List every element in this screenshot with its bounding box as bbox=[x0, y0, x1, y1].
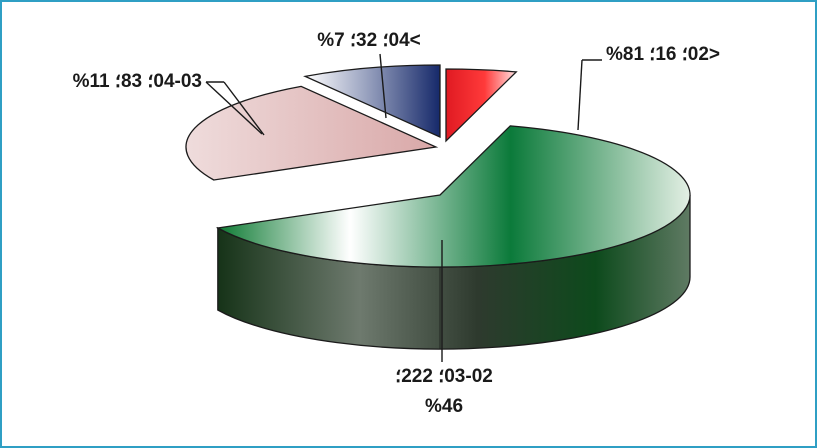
leader-line bbox=[577, 59, 583, 131]
slice-label: %46 bbox=[425, 396, 463, 417]
slice-04-03 bbox=[185, 85, 439, 181]
slice-label: %81 ؛16 ؛02> bbox=[606, 44, 720, 65]
slice-label: %7 ؛32 ؛04< bbox=[317, 30, 420, 51]
slice-under-04 bbox=[303, 64, 441, 139]
leader-line bbox=[223, 81, 265, 136]
slice-03-02 bbox=[215, 125, 691, 268]
leader-line bbox=[205, 81, 263, 135]
slice-label: %11 ؛83 ؛04-03 bbox=[73, 71, 202, 92]
slice-02-plus bbox=[445, 68, 518, 143]
slice-label: ؛222 ؛03-02 bbox=[395, 366, 493, 387]
leader-line bbox=[379, 53, 387, 119]
